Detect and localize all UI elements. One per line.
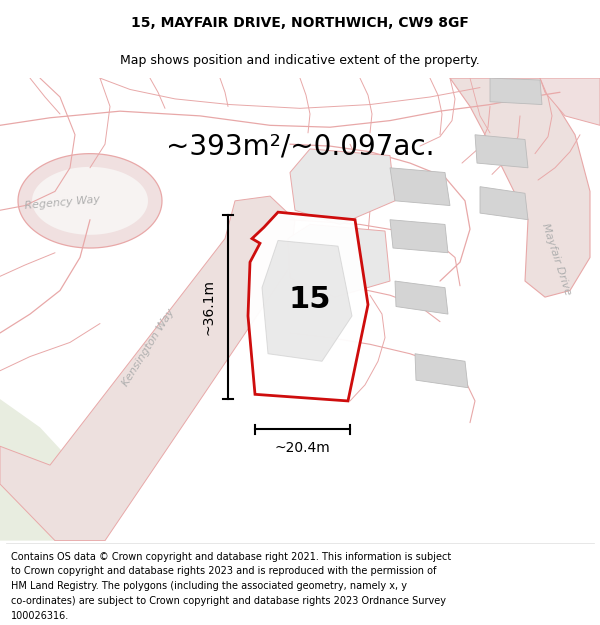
Text: 15: 15	[289, 286, 331, 314]
Polygon shape	[390, 220, 448, 253]
Polygon shape	[415, 354, 468, 388]
Text: Kensington Way: Kensington Way	[120, 307, 176, 388]
Polygon shape	[450, 78, 590, 297]
Polygon shape	[390, 168, 450, 206]
Text: co-ordinates) are subject to Crown copyright and database rights 2023 Ordnance S: co-ordinates) are subject to Crown copyr…	[11, 596, 446, 606]
Polygon shape	[540, 78, 600, 126]
Polygon shape	[32, 167, 148, 235]
Text: ~20.4m: ~20.4m	[275, 441, 331, 455]
Text: Regency Way: Regency Way	[24, 194, 100, 211]
Text: ~36.1m: ~36.1m	[201, 279, 215, 335]
Text: Contains OS data © Crown copyright and database right 2021. This information is : Contains OS data © Crown copyright and d…	[11, 552, 451, 562]
Text: 100026316.: 100026316.	[11, 611, 69, 621]
Polygon shape	[288, 224, 390, 297]
Text: 15, MAYFAIR DRIVE, NORTHWICH, CW9 8GF: 15, MAYFAIR DRIVE, NORTHWICH, CW9 8GF	[131, 16, 469, 31]
Text: Map shows position and indicative extent of the property.: Map shows position and indicative extent…	[120, 54, 480, 68]
Polygon shape	[290, 149, 395, 224]
Polygon shape	[248, 212, 368, 401]
Polygon shape	[475, 135, 528, 168]
Polygon shape	[0, 399, 100, 541]
Text: ~393m²/~0.097ac.: ~393m²/~0.097ac.	[166, 132, 434, 160]
Text: HM Land Registry. The polygons (including the associated geometry, namely x, y: HM Land Registry. The polygons (includin…	[11, 581, 407, 591]
Text: to Crown copyright and database rights 2023 and is reproduced with the permissio: to Crown copyright and database rights 2…	[11, 566, 436, 576]
Text: Mayfair Drive: Mayfair Drive	[539, 222, 572, 296]
Polygon shape	[395, 281, 448, 314]
Polygon shape	[0, 196, 295, 541]
Polygon shape	[480, 187, 528, 220]
Polygon shape	[490, 78, 542, 104]
Polygon shape	[262, 241, 352, 361]
Polygon shape	[18, 154, 162, 248]
